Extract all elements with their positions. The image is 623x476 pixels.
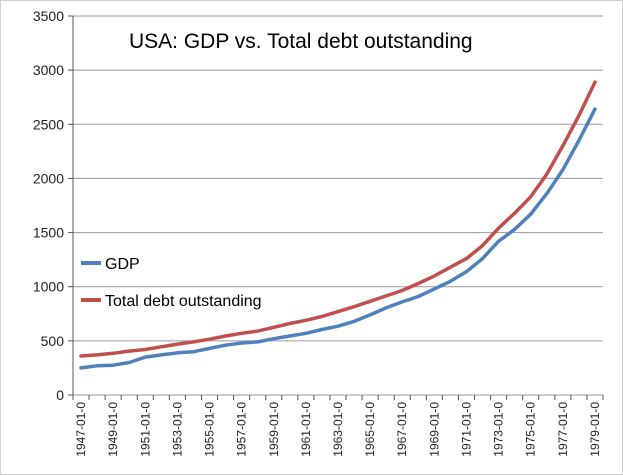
x-tick-label: 1963-01-0 (331, 402, 345, 457)
x-tick-label: 1977-01-0 (556, 402, 570, 457)
x-axis-ticks: 1947-01-0 1949-01-0 1951-01-0 1953-01-0 1955… (72, 395, 604, 457)
grid-lines (72, 15, 603, 396)
legend: GDP Total debt outstanding (81, 256, 262, 310)
legend-label-total-debt: Total debt outstanding (105, 293, 262, 310)
x-tick-label: 1959-01-0 (267, 402, 281, 457)
y-tick-label: 1000 (33, 279, 64, 295)
x-tick-label: 1971-01-0 (459, 402, 473, 457)
chart-title: USA: GDP vs. Total debt outstanding (129, 30, 473, 53)
x-tick-label: 1979-01-0 (588, 402, 602, 457)
series-layer (79, 80, 597, 370)
x-tick-label: 1965-01-0 (363, 402, 377, 457)
series-line-total-debt (79, 80, 597, 358)
series-line-gdp (79, 107, 597, 370)
y-tick-label: 2500 (33, 116, 64, 132)
x-tick-label: 1949-01-0 (106, 402, 120, 457)
y-tick-label: 3000 (33, 62, 64, 78)
x-tick-label: 1955-01-0 (203, 402, 217, 457)
x-tick-label: 1947-01-0 (74, 402, 88, 457)
x-tick-label: 1961-01-0 (299, 402, 313, 457)
y-tick-label: 2000 (33, 170, 64, 186)
x-tick-label: 1951-01-0 (138, 402, 152, 457)
y-tick-label: 0 (56, 387, 64, 403)
legend-label-gdp: GDP (105, 256, 140, 273)
x-tick-label: 1969-01-0 (427, 402, 441, 457)
x-tick-label: 1957-01-0 (235, 402, 249, 457)
y-axis-ticks: 0 500 1000 1500 2000 2500 3000 3500 (33, 8, 73, 403)
y-tick-label: 1500 (33, 225, 64, 241)
x-tick-label: 1953-01-0 (170, 402, 184, 457)
y-tick-label: 3500 (33, 8, 64, 24)
x-tick-label: 1975-01-0 (524, 402, 538, 457)
x-tick-label: 1967-01-0 (395, 402, 409, 457)
y-tick-label: 500 (41, 333, 65, 349)
x-tick-label: 1973-01-0 (492, 402, 506, 457)
